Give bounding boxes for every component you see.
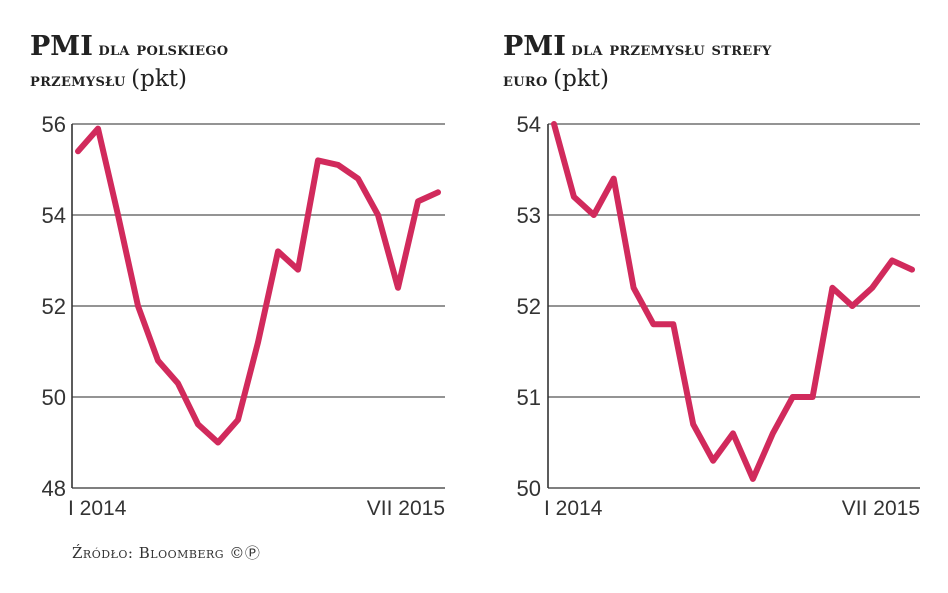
y-tick-label: 52 [517, 294, 541, 319]
x-tick-label: VII 2015 [367, 497, 445, 520]
chart-subtitle-poland: przemysłu (pkt) [30, 63, 187, 97]
chart-title-rest: dla przemysłu strefy [571, 39, 772, 60]
chart-title-unit: (pkt) [553, 66, 610, 92]
source-note: Źródło: Bloomberg ©Ⓟ [72, 544, 261, 562]
line-chart-poland: 48 50 52 54 56 I 2014 VII 2015 [42, 112, 445, 520]
x-tick-label: I 2014 [544, 497, 603, 520]
y-tick-label: 53 [517, 203, 541, 228]
chart-title-poland: PMI dla polskiego [30, 30, 228, 66]
y-tick-label: 51 [517, 385, 541, 410]
series-line [75, 125, 441, 446]
chart-title-line2: euro [503, 70, 548, 91]
y-tick-label: 50 [517, 476, 541, 501]
y-tick-label: 50 [42, 385, 66, 410]
chart-title-unit: (pkt) [131, 66, 188, 92]
series-line [551, 121, 915, 482]
x-tick-label: VII 2015 [842, 497, 920, 520]
y-tick-label: 54 [517, 112, 541, 137]
chart-subtitle-eurozone: euro (pkt) [503, 63, 609, 97]
chart-title-eurozone: PMI dla przemysłu strefy [503, 30, 772, 66]
chart-title-main: PMI [30, 31, 93, 62]
y-tick-label: 48 [42, 476, 66, 501]
x-tick-label: I 2014 [68, 497, 127, 520]
chart-title-line2: przemysłu [30, 70, 126, 91]
y-tick-label: 52 [42, 294, 66, 319]
y-tick-label: 54 [42, 203, 66, 228]
chart-title-rest: dla polskiego [98, 39, 229, 60]
y-tick-label: 56 [42, 112, 66, 137]
chart-title-main: PMI [503, 31, 566, 62]
